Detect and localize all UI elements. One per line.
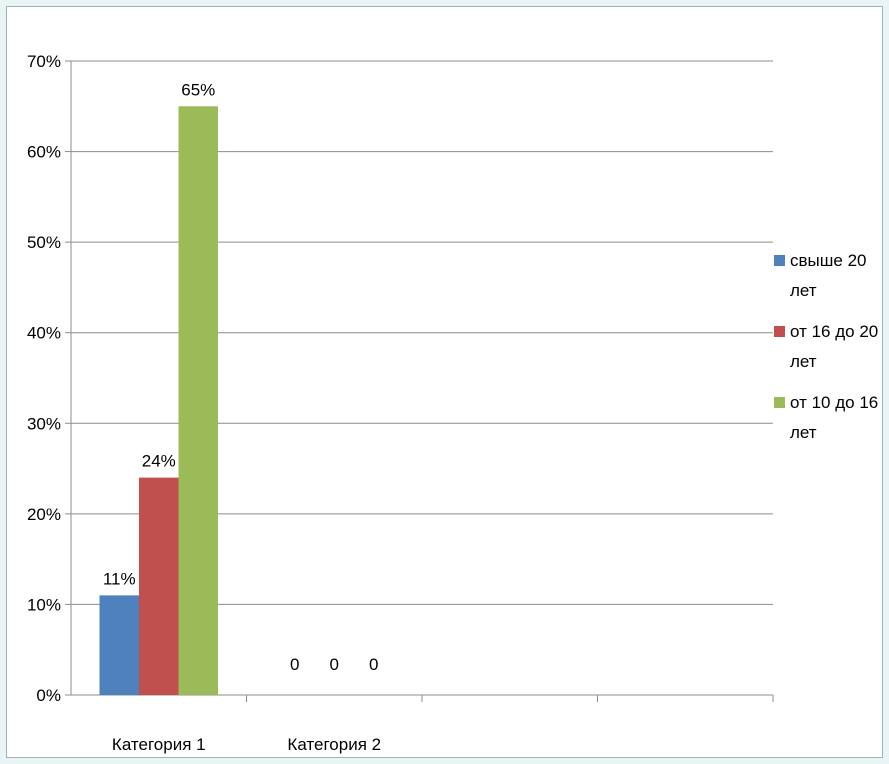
x-tick-label: Категория 1 bbox=[112, 735, 206, 754]
y-tick-label: 20% bbox=[27, 505, 61, 524]
legend-swatch-16-to-20 bbox=[774, 326, 785, 337]
legend-swatch-over-20 bbox=[774, 255, 785, 266]
bar bbox=[99, 595, 139, 695]
y-tick-label: 50% bbox=[27, 233, 61, 252]
y-tick-label: 70% bbox=[27, 52, 61, 71]
data-label: 11% bbox=[103, 569, 136, 588]
legend-item-16-to-20: от 16 до 20 лет bbox=[772, 317, 882, 377]
data-label: 0 bbox=[290, 655, 299, 674]
legend-label-16-to-20: от 16 до 20 лет bbox=[790, 322, 879, 371]
data-label: 65% bbox=[181, 80, 215, 99]
legend-swatch-10-to-16 bbox=[774, 397, 785, 408]
bar bbox=[178, 106, 218, 696]
legend-item-over-20: свыше 20 лет bbox=[772, 246, 882, 306]
y-tick-label: 40% bbox=[27, 324, 61, 343]
data-label: 0 bbox=[330, 655, 339, 674]
data-label: 0 bbox=[369, 655, 378, 674]
y-tick-label: 10% bbox=[27, 595, 61, 614]
y-tick-label: 60% bbox=[27, 143, 61, 162]
x-tick-label: Категория 2 bbox=[287, 735, 381, 754]
bar bbox=[139, 477, 179, 695]
y-tick-label: 0% bbox=[36, 686, 61, 705]
legend-label-over-20: свыше 20 лет bbox=[790, 251, 867, 300]
legend-item-10-to-16: от 10 до 16 лет bbox=[772, 388, 882, 448]
legend-label-10-to-16: от 10 до 16 лет bbox=[790, 393, 879, 442]
y-tick-label: 30% bbox=[27, 414, 61, 433]
legend: свыше 20 лет от 16 до 20 лет от 10 до 16… bbox=[772, 246, 882, 459]
data-label: 24% bbox=[142, 452, 176, 471]
